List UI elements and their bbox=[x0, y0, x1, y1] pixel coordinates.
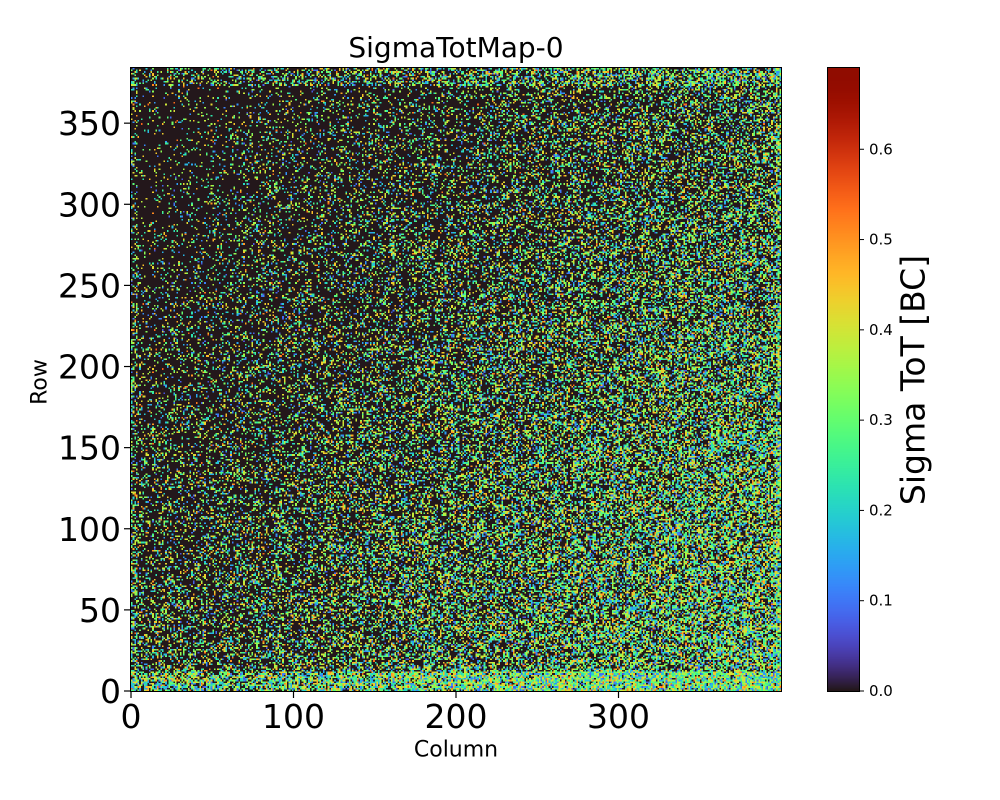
colorbar-tick-label: 0.5 bbox=[869, 231, 893, 249]
colorbar-axis: 0.0 0.1 0.2 0.3 0.4 0.5 0.6 bbox=[859, 140, 893, 700]
y-tick-label: 100 bbox=[58, 510, 121, 549]
colorbar-tick-label: 0.6 bbox=[869, 140, 893, 158]
y-tick-label: 350 bbox=[58, 104, 121, 143]
x-tick-label: 100 bbox=[262, 697, 325, 736]
y-tick-label: 150 bbox=[58, 429, 121, 468]
chart-title: SigmaTotMap-0 bbox=[348, 31, 564, 64]
y-axis-label: Row bbox=[27, 359, 53, 405]
y-tick-label: 50 bbox=[79, 591, 121, 630]
x-tick-label: 200 bbox=[425, 697, 488, 736]
heatmap-image bbox=[131, 68, 781, 691]
y-tick-label: 0 bbox=[100, 672, 121, 711]
colorbar-tick-label: 0.4 bbox=[869, 321, 893, 339]
x-tick-label: 0 bbox=[121, 697, 142, 736]
x-axis: 0 100 200 300 bbox=[121, 691, 650, 736]
y-tick-label: 300 bbox=[58, 185, 121, 224]
y-tick-label: 200 bbox=[58, 348, 121, 387]
colorbar-tick-label: 0.0 bbox=[869, 682, 893, 700]
x-tick-label: 300 bbox=[587, 697, 650, 736]
colorbar-label: Sigma ToT [BC] bbox=[893, 254, 933, 506]
x-axis-label: Column bbox=[413, 737, 499, 763]
colorbar-tick-label: 0.2 bbox=[869, 501, 893, 519]
y-axis: 0 50 100 150 200 250 300 350 bbox=[58, 104, 131, 711]
colorbar bbox=[827, 67, 860, 692]
colorbar-tick-label: 0.1 bbox=[869, 592, 893, 610]
y-tick-label: 250 bbox=[58, 266, 121, 305]
colorbar-tick-label: 0.3 bbox=[869, 411, 893, 429]
